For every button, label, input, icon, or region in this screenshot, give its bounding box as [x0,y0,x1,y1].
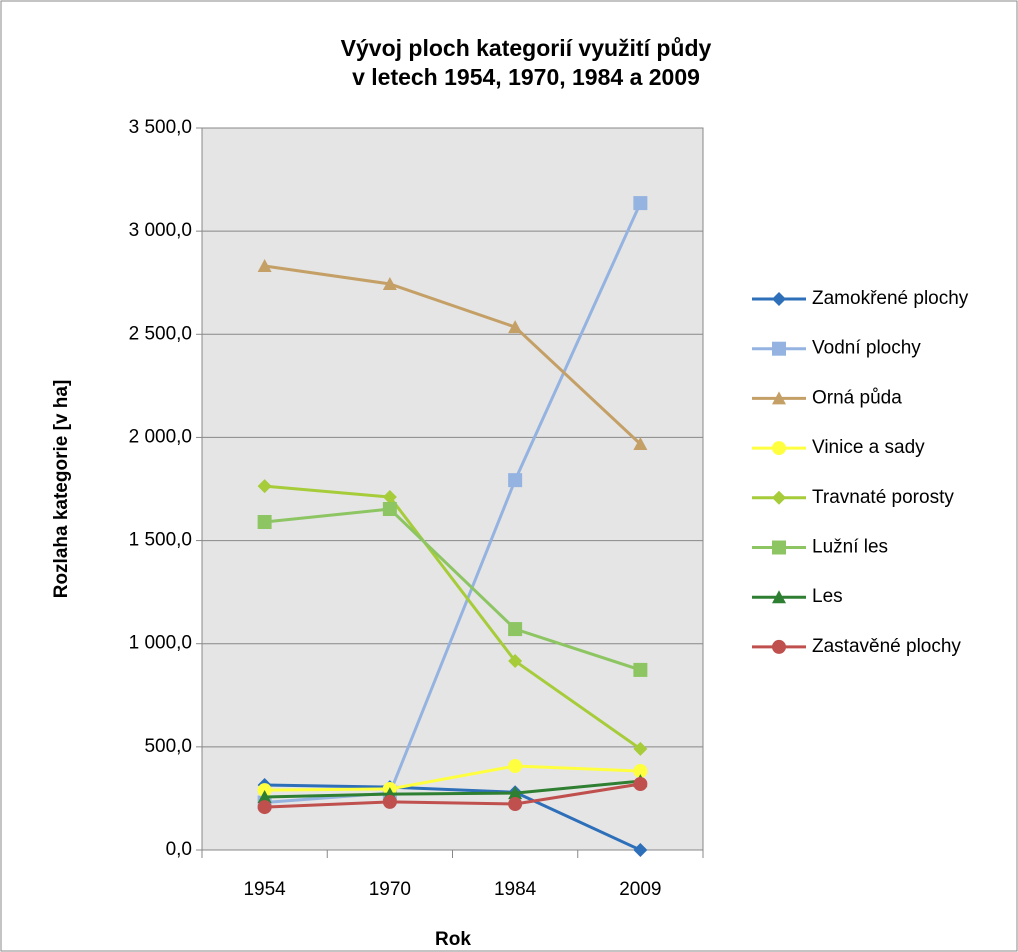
marker [508,786,523,800]
series-line [264,264,642,446]
marker [633,843,648,857]
y-tick-label: 1 500,0 [129,530,192,551]
marker [633,196,648,211]
legend-label: Vinice a sady [812,437,925,458]
legend-label: Les [812,586,843,607]
series-line [264,202,642,805]
marker [508,320,523,334]
marker [772,590,786,604]
marker [257,789,272,803]
y-tick-label: 500,0 [144,736,192,757]
marker [633,437,648,451]
marker [382,276,397,290]
marker [508,473,523,488]
marker [508,796,523,811]
x-tick-label: 1984 [494,879,537,900]
marker [508,654,523,669]
chart-title: Vývoj ploch kategorií využití půdy [341,35,712,61]
marker [772,441,786,456]
marker [772,540,786,555]
marker [633,776,648,791]
marker [772,391,786,405]
marker [633,741,648,756]
series-line [264,764,641,792]
marker [257,515,272,530]
marker [257,800,272,815]
series-line [264,484,642,751]
marker [772,639,786,654]
marker [257,259,272,273]
series-line [264,782,641,809]
x-tick-label: 2009 [619,879,661,900]
x-tick-label: 1970 [369,879,411,900]
y-tick-label: 3 500,0 [129,117,192,138]
y-axis-label: Rozlaha kategorie [v ha] [51,380,72,599]
series-line [264,507,641,672]
marker [382,502,397,517]
y-tick-label: 0,0 [166,839,192,860]
legend-label: Zamokřené plochy [812,288,969,309]
marker [508,759,523,774]
y-tick-label: 3 000,0 [129,220,192,241]
legend-label: Vodní plochy [812,338,921,359]
y-tick-label: 1 000,0 [129,633,192,654]
marker [382,794,397,809]
x-axis-label: Rok [435,929,471,950]
legend-label: Orná půda [812,387,902,408]
marker [257,479,272,494]
legend-label: Travnaté porosty [812,487,954,508]
marker [772,341,786,356]
series-line [264,779,641,799]
y-tick-label: 2 500,0 [129,323,192,344]
marker [633,763,648,778]
series-line [264,783,642,852]
chart-title: v letech 1954, 1970, 1984 a 2009 [352,64,700,90]
x-tick-label: 1954 [243,879,286,900]
marker [382,490,397,505]
y-tick-label: 2 000,0 [129,426,192,447]
marker [508,622,523,637]
legend-label: Zastavěné plochy [812,636,961,657]
legend-label: Lužní les [812,537,888,558]
marker [772,292,786,306]
marker [772,490,786,505]
marker [633,662,648,677]
